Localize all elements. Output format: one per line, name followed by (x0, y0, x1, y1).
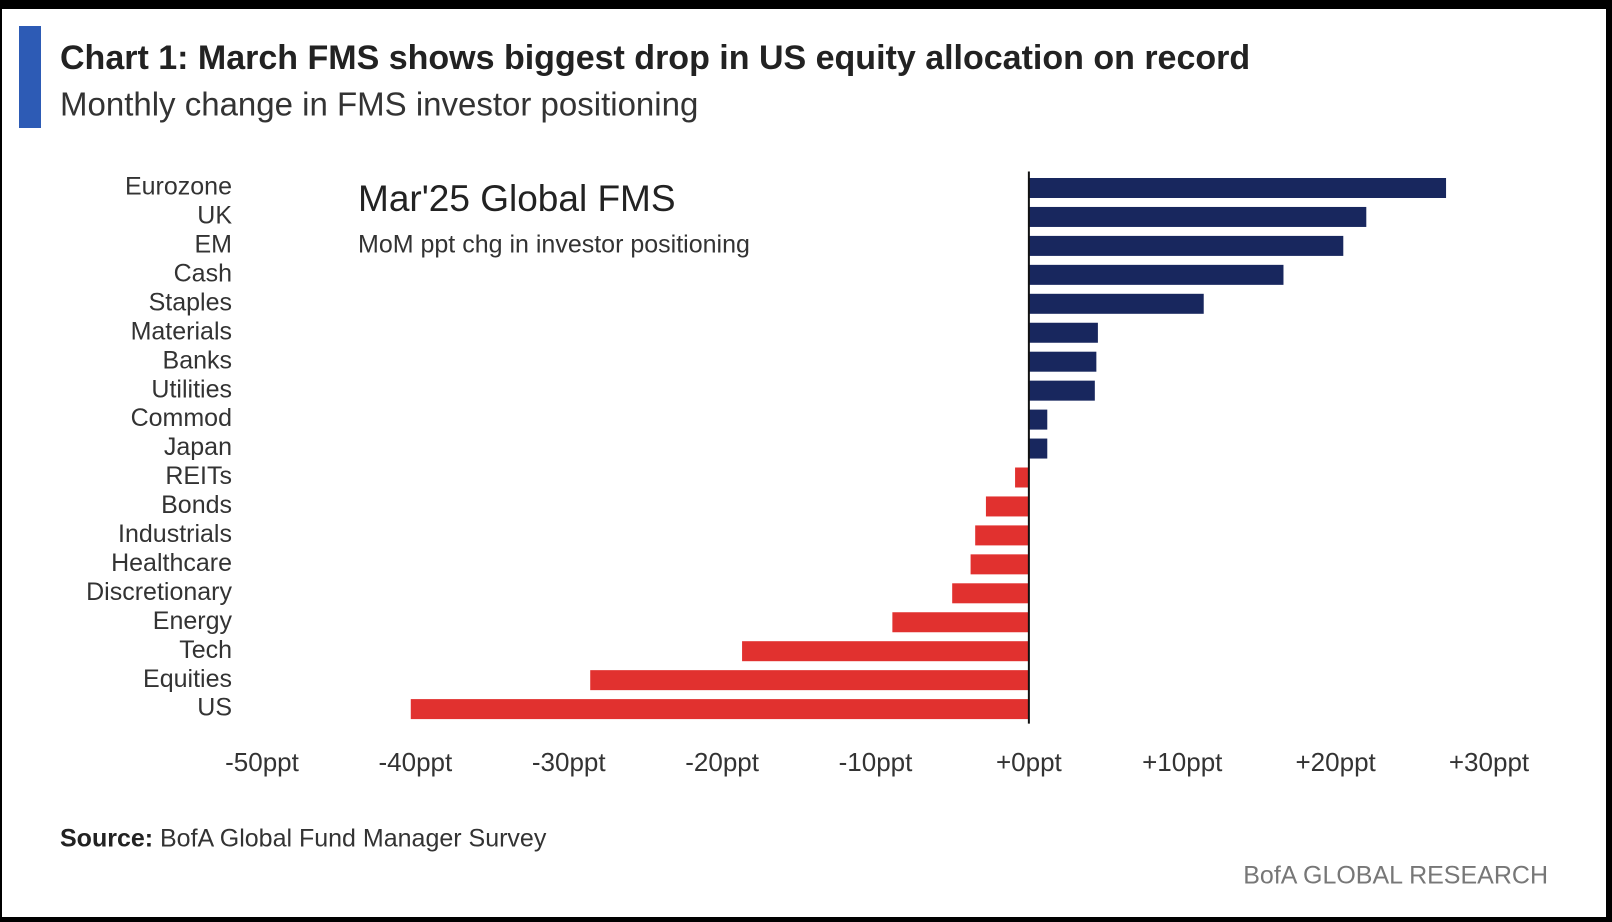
source-label: Source: (60, 825, 153, 853)
chart-title: Chart 1: March FMS shows biggest drop in… (60, 39, 1250, 77)
bar (1028, 380, 1095, 401)
bar (1028, 264, 1284, 285)
bar (742, 641, 1029, 662)
category-label: Utilities (151, 375, 232, 403)
category-label: Bonds (161, 491, 232, 519)
inset-subtitle: MoM ppt chg in investor positioning (358, 231, 750, 259)
bar (1028, 409, 1048, 430)
bar (1028, 206, 1367, 227)
category-label: Energy (153, 607, 233, 635)
category-label: Industrials (118, 520, 232, 548)
category-label: UK (197, 202, 232, 230)
category-label: REITs (165, 462, 232, 490)
bar (975, 525, 1029, 546)
category-label: Materials (131, 317, 232, 345)
bar (1028, 322, 1098, 343)
bar (1028, 438, 1048, 459)
category-label: Banks (163, 346, 232, 374)
chart-subtitle: Monthly change in FMS investor positioni… (60, 86, 698, 123)
category-label: Tech (179, 636, 232, 664)
bar (1015, 467, 1029, 488)
category-label: US (197, 694, 232, 722)
bar (952, 583, 1029, 604)
bar (1028, 293, 1204, 314)
bar (590, 670, 1029, 691)
x-tick-label: +0ppt (996, 747, 1063, 777)
bar (1028, 178, 1447, 198)
category-label: Japan (164, 433, 232, 461)
category-label: Equities (143, 665, 232, 693)
bar (410, 699, 1029, 720)
category-label: Staples (149, 288, 232, 316)
category-label: Healthcare (111, 549, 232, 577)
title-accent (19, 26, 41, 128)
category-label: EM (195, 231, 233, 259)
bar (970, 554, 1029, 575)
x-tick-label: -20ppt (685, 747, 759, 777)
bar (892, 612, 1029, 633)
category-label: Commod (131, 404, 232, 432)
x-tick-label: +10ppt (1142, 747, 1223, 777)
bar (1028, 235, 1344, 256)
x-tick-label: -30ppt (532, 747, 606, 777)
bar (985, 496, 1029, 517)
source: BofA Global Fund Manager Survey (160, 825, 547, 853)
x-tick-label: -50ppt (225, 747, 299, 777)
x-tick-label: -40ppt (379, 747, 453, 777)
panel (2, 9, 1606, 917)
x-tick-label: +30ppt (1449, 747, 1530, 777)
bar (1028, 351, 1097, 372)
x-tick-label: -10ppt (839, 747, 913, 777)
x-tick-label: +20ppt (1296, 747, 1377, 777)
category-label: Cash (174, 259, 232, 287)
inset-title: Mar'25 Global FMS (358, 178, 676, 219)
branding: BofA GLOBAL RESEARCH (1243, 862, 1548, 890)
category-label: Discretionary (86, 578, 232, 606)
category-label: Eurozone (125, 173, 232, 201)
